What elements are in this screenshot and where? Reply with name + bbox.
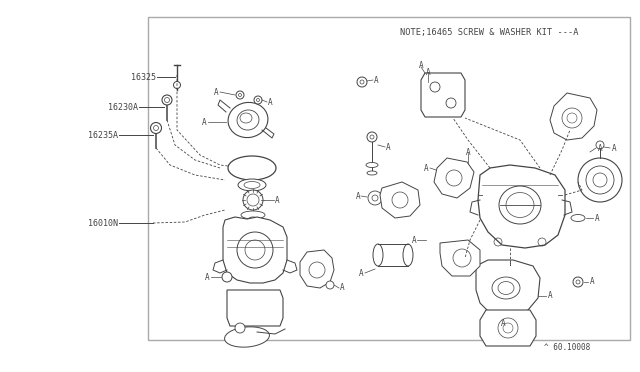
Text: 16010N: 16010N (88, 218, 118, 228)
Ellipse shape (373, 244, 383, 266)
Ellipse shape (366, 163, 378, 167)
Circle shape (245, 217, 261, 233)
Text: NOTE;16465 SCREW & WASHER KIT ---A: NOTE;16465 SCREW & WASHER KIT ---A (400, 28, 579, 37)
Text: A: A (466, 148, 470, 157)
Ellipse shape (228, 102, 268, 138)
Polygon shape (550, 93, 597, 140)
Polygon shape (480, 310, 536, 346)
Polygon shape (223, 217, 287, 283)
Polygon shape (227, 290, 283, 326)
Circle shape (367, 132, 377, 142)
Text: A: A (548, 292, 552, 301)
Polygon shape (476, 260, 540, 316)
Text: ^ 60.10008: ^ 60.10008 (544, 343, 590, 353)
Text: A: A (358, 269, 363, 278)
Ellipse shape (571, 215, 585, 221)
Circle shape (236, 91, 244, 99)
Text: A: A (590, 278, 595, 286)
Polygon shape (440, 240, 480, 276)
Polygon shape (421, 73, 465, 117)
Circle shape (235, 323, 245, 333)
Circle shape (254, 96, 262, 104)
Polygon shape (300, 250, 334, 288)
Ellipse shape (225, 327, 269, 347)
Text: A: A (374, 76, 379, 84)
Ellipse shape (242, 231, 264, 238)
Text: A: A (595, 214, 600, 222)
Circle shape (326, 281, 334, 289)
Text: A: A (424, 164, 428, 173)
Bar (148, 17, 630, 340)
Text: 16325: 16325 (131, 73, 156, 81)
Text: A: A (386, 142, 390, 151)
Circle shape (222, 272, 232, 282)
Circle shape (162, 95, 172, 105)
Circle shape (596, 141, 604, 149)
Text: A: A (275, 196, 280, 205)
Text: A: A (355, 192, 360, 201)
Text: A: A (202, 118, 206, 126)
Polygon shape (434, 158, 474, 198)
Text: A: A (500, 318, 506, 327)
Circle shape (150, 122, 161, 134)
Circle shape (357, 77, 367, 87)
Text: 16230A: 16230A (108, 103, 138, 112)
Text: A: A (426, 67, 430, 77)
Text: A: A (419, 61, 423, 70)
Text: A: A (213, 87, 218, 96)
Ellipse shape (403, 244, 413, 266)
Text: A: A (340, 283, 344, 292)
Ellipse shape (238, 179, 266, 191)
Circle shape (573, 277, 583, 287)
Text: A: A (412, 235, 416, 244)
Circle shape (368, 191, 382, 205)
Text: A: A (204, 273, 209, 282)
Circle shape (243, 190, 263, 210)
Ellipse shape (228, 156, 276, 180)
Ellipse shape (367, 171, 377, 175)
Circle shape (173, 81, 180, 89)
Text: A: A (598, 144, 603, 153)
Ellipse shape (241, 211, 265, 219)
Text: 16235A: 16235A (88, 131, 118, 140)
Polygon shape (380, 182, 420, 218)
Circle shape (578, 158, 622, 202)
Text: A: A (268, 97, 273, 106)
Text: A: A (612, 144, 616, 153)
Polygon shape (478, 165, 565, 248)
